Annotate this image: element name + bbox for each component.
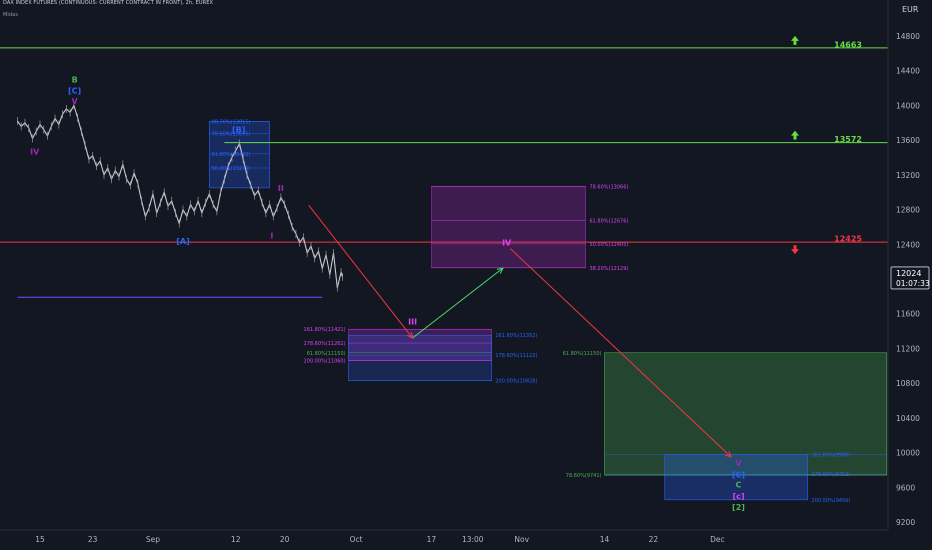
current-price-tag	[890, 266, 930, 290]
chart-title: DAX INDEX FUTURES (CONTINUOUS: CURRENT C…	[3, 0, 213, 6]
x-tick-label: 14	[600, 535, 610, 544]
x-tick-label: 20	[280, 535, 290, 544]
wave-label: IV	[30, 147, 40, 156]
wave-label: III	[408, 318, 417, 327]
fib-label: 200.00%(11060)	[304, 359, 346, 365]
x-tick-label: 15	[35, 535, 45, 544]
fib-label: 200.00%(10828)	[495, 379, 537, 385]
fib-label: 178.60%(11122)	[495, 353, 537, 359]
wave-label: II	[278, 184, 284, 193]
x-tick-label: 13:00	[462, 535, 484, 544]
fib-label: 61.80%(11150)	[307, 351, 346, 357]
x-tick-label: Nov	[514, 535, 529, 544]
x-tick-label: Oct	[350, 535, 363, 544]
fib-label: 178.60%(11262)	[304, 341, 346, 347]
price-layer	[16, 101, 344, 292]
fib-label: 61.80%(12676)	[589, 218, 628, 224]
wave-label: V	[72, 97, 79, 106]
fib-label: 78.60%(13066)	[589, 184, 628, 190]
x-tick-label: Sep	[146, 535, 160, 544]
wave-label: [C]	[732, 470, 745, 479]
y-tick-label: 12800	[896, 206, 920, 215]
fib-label: 161.80%(11352)	[495, 333, 537, 339]
y-tick-label: 11200	[896, 344, 920, 353]
y-tick-label: 12400	[896, 240, 920, 249]
lines-layer	[0, 47, 888, 298]
wave-label: [A]	[176, 237, 190, 246]
fib-label: 50.00%(13279)	[212, 166, 251, 172]
wave-c-green-zone	[604, 352, 888, 476]
fib-label: 178.60%(9752)	[812, 472, 851, 478]
x-tick-label: Dec	[710, 535, 725, 544]
fib-label: 200.00%(9456)	[812, 498, 851, 504]
labels-layer: 14663 13572 12425 88.70%(13815) 78.60%(13675…	[30, 35, 862, 512]
fib-label: 61.80%(11150)	[563, 351, 602, 357]
level-label-13572: 13572	[834, 135, 862, 144]
fib-label: 61.80%(13442)	[212, 152, 251, 158]
projection-layer	[308, 204, 732, 458]
x-tick-label: 17	[427, 535, 437, 544]
fib-label: 78.60%(13675)	[212, 132, 251, 138]
current-price-value: 12024	[896, 269, 921, 278]
fib-label: 161.80%(11421)	[304, 327, 346, 333]
fib-label: 161.80%(9980)	[812, 452, 851, 458]
fib-label: 78.60%(9741)	[566, 473, 602, 479]
arrow-up-icon	[791, 35, 799, 45]
wave-label: I	[270, 232, 273, 241]
wave-label: [c]	[732, 492, 744, 501]
level-label-12425: 12425	[834, 235, 862, 244]
price-line	[16, 104, 344, 289]
y-tick-label: 14000	[896, 101, 920, 110]
y-tick-label: 13600	[896, 136, 920, 145]
fib-label: 50.00%(12405)	[589, 242, 628, 248]
wave-label: C	[736, 481, 742, 490]
x-tick-label: 22	[649, 535, 659, 544]
wave-label: [2]	[732, 503, 745, 512]
x-tick-label: 23	[88, 535, 98, 544]
bar-countdown: 01:07:33	[896, 279, 930, 288]
arrowhead-icon	[725, 451, 732, 458]
y-tick-label: 13200	[896, 171, 920, 180]
y-tick-label: 14400	[896, 67, 920, 76]
arrow-up-icon	[791, 130, 799, 140]
y-tick-label: 9200	[896, 518, 915, 527]
y-tick-label: 10000	[896, 449, 920, 458]
arrowhead-icon	[496, 267, 504, 274]
level-label-14663: 14663	[834, 40, 862, 49]
currency-label: EUR	[902, 5, 919, 14]
y-tick-label: 14800	[896, 32, 920, 41]
wave-label: B	[72, 75, 78, 84]
fib-label: 88.70%(13815)	[212, 119, 251, 125]
wave-iii-blue-zone	[348, 334, 492, 382]
projection-to-iv	[412, 267, 504, 339]
y-tick-label: 10400	[896, 414, 920, 423]
y-tick-label: 10800	[896, 379, 920, 388]
zones-layer	[209, 121, 888, 501]
x-tick-label: 12	[231, 535, 241, 544]
wave-label: V	[735, 459, 742, 468]
projection-to-v	[510, 248, 732, 458]
fib-label: 38.20%(12129)	[589, 266, 628, 272]
y-tick-label: 11600	[896, 310, 920, 319]
chart-author: Midas	[3, 12, 19, 18]
wave-label: [C]	[68, 87, 81, 96]
projection-to-iii	[308, 204, 413, 339]
wave-b-fib-zone	[209, 121, 270, 189]
wave-label: IV	[502, 239, 512, 248]
wave-label: [B]	[232, 126, 245, 135]
y-tick-label: 9600	[896, 483, 915, 492]
arrow-down-icon	[791, 245, 799, 255]
wave-iv-fib-zone	[431, 186, 586, 269]
